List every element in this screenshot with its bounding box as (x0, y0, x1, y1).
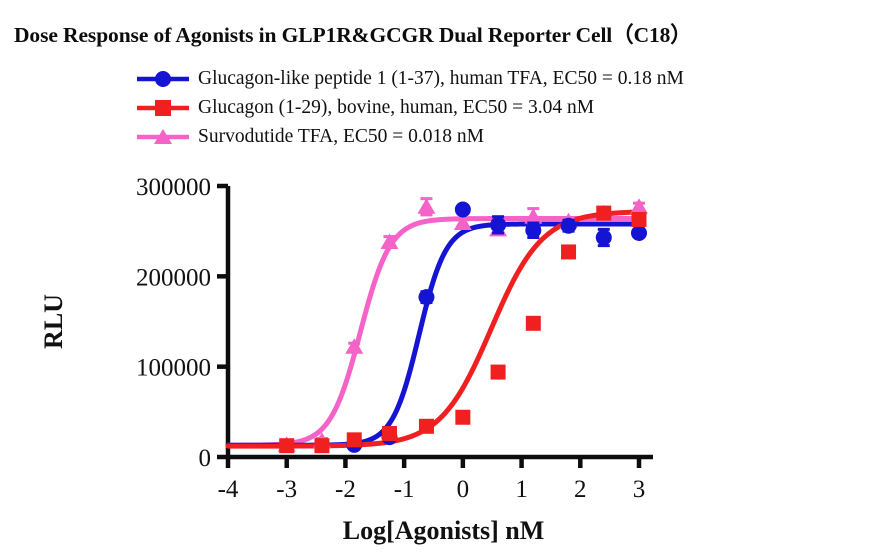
data-point-square (561, 244, 577, 260)
x-tick-label: -3 (276, 476, 297, 503)
data-point-circle (454, 201, 471, 218)
data-point-square (314, 438, 330, 454)
data-point-square (279, 438, 295, 454)
data-point-square (381, 426, 397, 442)
data-point-square (455, 409, 471, 425)
y-tick-label: 0 (199, 445, 212, 472)
data-point-circle (595, 229, 612, 246)
data-point-square (418, 418, 434, 434)
x-tick-label: 3 (633, 476, 646, 503)
data-point-square (525, 315, 541, 331)
legend-label-glp1: Glucagon-like peptide 1 (1-37), human TF… (198, 67, 684, 89)
series-points-square (279, 205, 647, 454)
legend-item-glp1[interactable]: Glucagon-like peptide 1 (1-37), human TF… (134, 64, 834, 93)
series-curve-square (225, 209, 642, 449)
y-tick-label: 200000 (136, 264, 211, 291)
series-curve-triangle (225, 216, 642, 448)
x-tick-label: -1 (394, 476, 415, 503)
legend-item-glucagon[interactable]: Glucagon (1-29), bovine, human, EC50 = 3… (134, 93, 834, 122)
legend-marker-triangle-icon (134, 125, 192, 149)
x-tick-label: -2 (335, 476, 356, 503)
data-point-triangle (345, 338, 364, 354)
legend-marker-square-icon (134, 96, 192, 120)
data-point-square (490, 364, 506, 380)
data-point-circle (631, 224, 647, 241)
data-point-triangle (453, 214, 472, 231)
data-point-circle (560, 217, 577, 234)
y-tick-label: 300000 (136, 174, 211, 201)
data-point-circle (525, 222, 542, 239)
legend-label-glucagon: Glucagon (1-29), bovine, human, EC50 = 3… (198, 96, 595, 118)
page-title: Dose Response of Agonists in GLP1R&GCGR … (14, 23, 692, 47)
x-tick-label: 2 (574, 476, 587, 503)
legend-item-survodutide[interactable]: Survodutide TFA, EC50 = 0.018 nM (134, 122, 834, 151)
x-axis-title: Log[Agonists] nM (343, 516, 545, 545)
legend-label-survodutide: Survodutide TFA, EC50 = 0.018 nM (198, 125, 484, 147)
data-point-triangle (524, 208, 543, 224)
x-tick-label: -4 (218, 476, 239, 503)
series-curve-circle (225, 221, 642, 448)
y-tick-label: 100000 (136, 355, 211, 382)
data-point-circle (418, 289, 435, 306)
chart-legend: Glucagon-like peptide 1 (1-37), human TF… (134, 64, 834, 151)
data-point-square (631, 211, 647, 227)
data-point-triangle (630, 198, 648, 214)
x-tick-label: 0 (457, 476, 470, 503)
data-point-square (346, 432, 362, 448)
y-axis-title: RLU (39, 294, 68, 349)
x-tick-label: 1 (515, 476, 528, 503)
legend-marker-circle-icon (134, 67, 192, 91)
data-point-triangle (417, 198, 436, 214)
data-point-triangle (380, 233, 399, 250)
data-point-square (596, 205, 612, 221)
data-point-circle (490, 216, 507, 233)
